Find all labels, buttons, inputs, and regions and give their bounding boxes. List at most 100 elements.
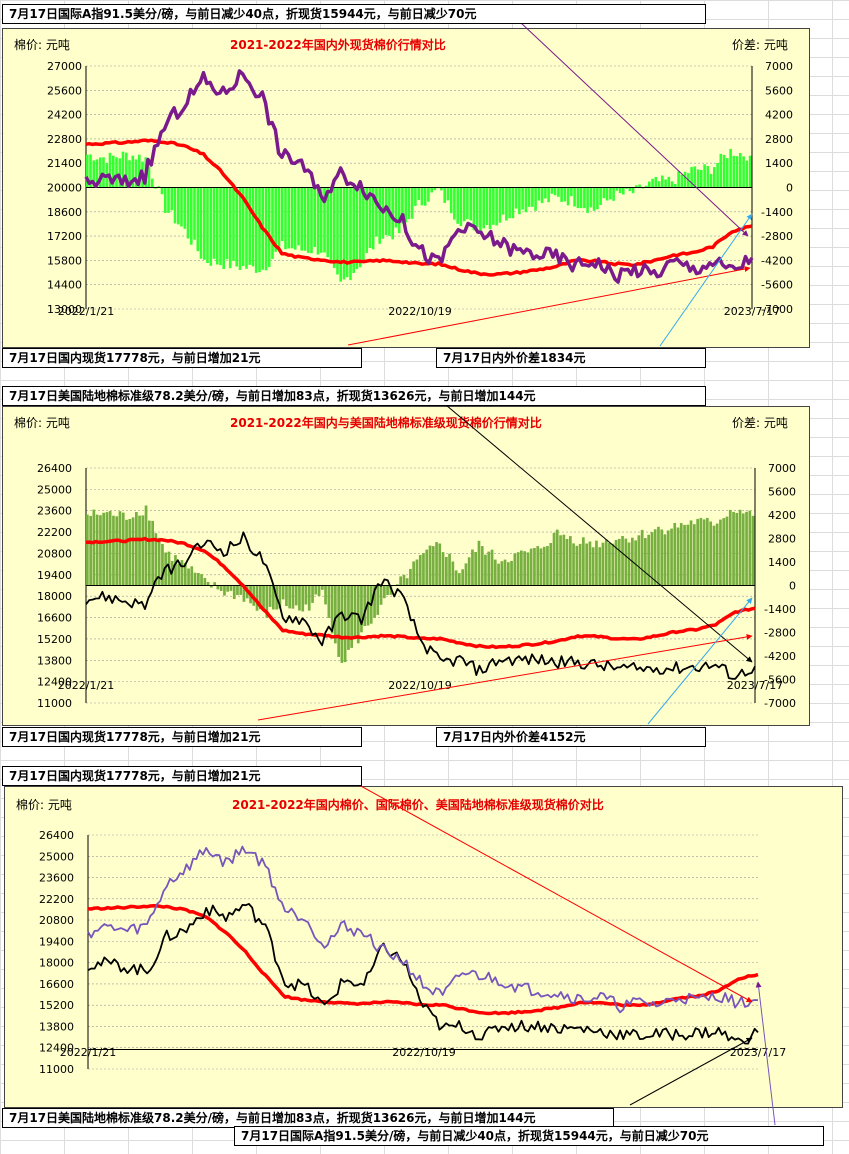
y2-tick-label: 0 — [789, 580, 796, 593]
diff-bar — [576, 187, 580, 209]
diff-bar — [654, 177, 658, 188]
chart1-plot: 27000 25600 24200 22800 21400 20000 18600 17200… — [47, 60, 793, 318]
diff-bar — [108, 511, 112, 586]
annotation-arrow — [257, 633, 753, 721]
diff-bar — [281, 585, 285, 600]
diff-bar — [500, 561, 504, 586]
diff-bar — [533, 548, 536, 586]
diff-bar — [699, 517, 703, 586]
diff-bar — [709, 521, 712, 586]
diff-bar — [664, 179, 667, 188]
diff-bar — [379, 585, 383, 605]
y-tick-label: 18600 — [47, 206, 82, 219]
diff-bar — [321, 585, 324, 590]
diff-bar — [280, 187, 284, 241]
diff-bar — [644, 185, 648, 188]
diff-bar — [732, 155, 736, 188]
diff-bar — [526, 552, 530, 586]
diff-bar — [582, 537, 585, 586]
diff-bar — [588, 541, 592, 586]
diff-bar — [248, 187, 251, 265]
diff-bar — [285, 585, 288, 606]
diff-bar — [228, 187, 232, 269]
diff-bar — [529, 548, 533, 586]
diff-bar — [637, 535, 641, 586]
diff-bar — [157, 537, 161, 586]
diff-bar — [402, 574, 406, 586]
chart-panel-3[interactable] — [4, 786, 843, 1108]
x-tick-label: 2022/1/21 — [58, 679, 114, 692]
diff-bar — [725, 516, 729, 586]
diff-bar — [352, 187, 355, 273]
diff-bar — [467, 557, 471, 586]
diff-bar — [497, 563, 500, 586]
note-domestic-2: 7月17日国内现货17778元，与前日增加21元 — [2, 727, 362, 747]
diff-bar — [92, 160, 96, 188]
diff-bar — [415, 559, 419, 586]
diff-bar — [254, 187, 258, 273]
diff-bar — [92, 509, 96, 586]
diff-bar — [401, 187, 404, 224]
diff-bar — [676, 527, 680, 586]
diff-bar — [212, 187, 216, 259]
diff-bar — [423, 187, 427, 206]
diff-bar — [258, 187, 261, 273]
diff-bar — [666, 530, 670, 586]
diff-bar — [751, 515, 755, 586]
diff-bar — [565, 539, 569, 586]
diff-bar — [330, 585, 334, 634]
y-tick-label: 27000 — [47, 60, 82, 73]
diff-bar — [154, 187, 157, 189]
diff-bar — [339, 187, 342, 282]
diff-bar — [536, 546, 540, 586]
diff-bar — [345, 187, 349, 278]
diff-bar — [317, 585, 321, 596]
diff-bar — [384, 187, 388, 236]
diff-bar — [706, 517, 709, 586]
diff-bar — [350, 585, 353, 648]
diff-bar — [661, 175, 664, 188]
y2-tick-label: 0 — [786, 182, 793, 195]
diff-bar — [464, 563, 468, 586]
diff-bar — [472, 187, 476, 231]
diff-bar — [742, 156, 745, 188]
diff-bar — [625, 187, 628, 189]
chart3-title: 2021-2022年国内棉价、国际棉价、美国陆地棉标准级现货棉价对比 — [232, 798, 604, 812]
diff-bar — [177, 187, 180, 225]
chart1-left-axis-label: 棉价: 元吨 — [14, 38, 70, 52]
diff-bar — [278, 585, 282, 609]
diff-bar — [598, 547, 602, 586]
y2-tick-label: 2800 — [768, 533, 796, 546]
diff-bar — [329, 187, 333, 262]
diff-bar — [363, 585, 367, 626]
y-tick-label: 20800 — [39, 914, 74, 927]
diff-bar — [562, 534, 566, 586]
diff-bar — [696, 169, 700, 188]
diff-bar — [474, 552, 477, 586]
diff-bar — [376, 585, 380, 615]
diff-bar — [553, 187, 557, 196]
diff-bar — [449, 187, 453, 214]
diff-bar — [131, 517, 135, 586]
diff-bar — [141, 515, 145, 586]
diff-bar — [121, 512, 125, 586]
diff-bar — [748, 155, 752, 188]
y2-tick-label: -1400 — [761, 206, 793, 219]
note-intl-index-top: 7月17日国际A指91.5美分/磅，与前日减少40点，折现货15944元，与前日… — [2, 4, 706, 24]
y-tick-label: 13000 — [47, 303, 82, 316]
diff-bar — [738, 509, 742, 586]
diff-bar — [371, 187, 375, 250]
diff-bar — [516, 552, 520, 586]
diff-bar — [118, 158, 122, 188]
diff-bar — [397, 187, 401, 234]
diff-bar — [592, 187, 596, 211]
diff-bar — [213, 582, 216, 586]
diff-bar — [180, 187, 183, 227]
diff-bar — [399, 576, 402, 586]
note-intl-index-bottom: 7月17日国际A指91.5美分/磅，与前日减少40点，折现货15944元，与前日… — [234, 1126, 824, 1146]
diff-bar — [614, 540, 618, 586]
diff-bar — [560, 187, 563, 202]
diff-bar — [440, 187, 443, 191]
y-tick-label: 22200 — [39, 893, 74, 906]
diff-bar — [316, 187, 320, 255]
